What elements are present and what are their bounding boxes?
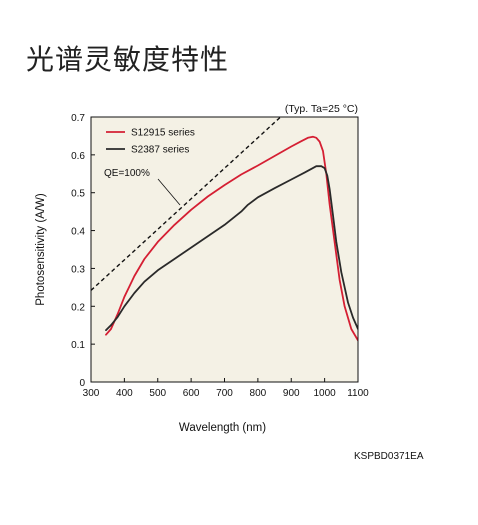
y-tick-label: 0.1 — [71, 340, 85, 351]
x-tick-label: 300 — [83, 388, 100, 399]
legend-label-1: S2387 series — [131, 145, 189, 156]
y-tick-label: 0 — [79, 378, 85, 389]
page-title: 光谱灵敏度特性 — [26, 43, 230, 76]
condition-note: (Typ. Ta=25 °C) — [285, 103, 358, 115]
y-tick-label: 0.7 — [71, 113, 85, 124]
y-tick-label: 0.6 — [71, 151, 85, 162]
x-axis-label: Wavelength (nm) — [179, 422, 266, 434]
x-tick-label: 1100 — [347, 388, 369, 399]
series-line-1 — [105, 165, 358, 331]
x-tick-label: 1000 — [314, 388, 337, 399]
document-code: KSPBD0371EA — [354, 451, 424, 462]
x-tick-label: 400 — [116, 388, 133, 399]
plot-area — [91, 117, 358, 382]
qe-label: QE=100% — [104, 168, 150, 179]
x-tick-label: 500 — [149, 388, 166, 399]
x-tick-label: 600 — [183, 388, 200, 399]
legend-label-0: S12915 series — [131, 128, 195, 139]
series-line-0 — [105, 135, 358, 342]
x-tick-label: 900 — [283, 388, 300, 399]
y-tick-label: 0.3 — [71, 264, 85, 275]
y-axis-label: Photosensitivity (A/W) — [35, 193, 47, 306]
x-tick-label: 800 — [250, 388, 267, 399]
y-tick-label: 0.4 — [71, 227, 85, 238]
x-tick-label: 700 — [216, 388, 233, 399]
y-tick-label: 0.5 — [71, 189, 85, 200]
y-tick-label: 0.2 — [71, 302, 85, 313]
qe-leader-line — [157, 178, 181, 206]
qe-reference-line — [91, 117, 282, 291]
